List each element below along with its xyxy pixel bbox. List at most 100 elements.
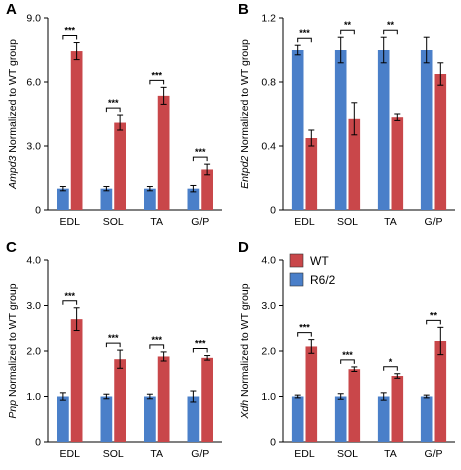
significance-label: *** (195, 147, 206, 157)
x-tick-label: TA (384, 448, 397, 460)
significance-label: *** (108, 98, 119, 108)
x-tick-label: TA (150, 448, 163, 460)
significance-bracket (192, 156, 208, 162)
y-axis-label-gene: Pnp (7, 400, 19, 419)
bar (291, 50, 304, 210)
x-tick-label: EDL (60, 448, 81, 460)
y-tick-label: 2.0 (26, 346, 41, 358)
y-tick-label: 1.0 (261, 391, 276, 403)
bar (434, 74, 447, 210)
bar (291, 396, 304, 442)
significance-bracket (383, 366, 398, 371)
significance-bracket (192, 348, 208, 353)
significance-bracket (149, 344, 165, 349)
bar (100, 188, 113, 210)
y-tick-label: 3.0 (26, 141, 41, 153)
bar (70, 51, 83, 210)
y-tick-label: 3.0 (26, 300, 41, 312)
chart-panel-a: A 0 3.0 6.0 9.0 Ampd3 Normalized to WT group E… (6, 1, 222, 228)
significance-label: *** (108, 333, 119, 343)
bar (114, 359, 126, 442)
bar (100, 396, 113, 442)
legend: WT R6/2 (289, 253, 336, 287)
bar (144, 188, 156, 210)
y-axis-label-gene: Entpd2 (239, 155, 251, 188)
y-tick-label: 3.0 (261, 300, 276, 312)
bar (334, 396, 347, 442)
y-tick-label: 4.0 (26, 255, 41, 267)
significance-bracket (340, 29, 355, 35)
bar (377, 50, 390, 210)
y-tick-label: 0 (35, 437, 41, 449)
bar (187, 396, 200, 442)
bar (157, 95, 170, 210)
x-tick-label: EDL (60, 216, 81, 228)
bar (391, 376, 404, 442)
y-axis-label-gene: Ampd3 (7, 155, 19, 189)
bar (348, 369, 361, 442)
y-axis-label: Entpd2 Normalized to WT group (239, 39, 251, 189)
significance-label: *** (151, 335, 162, 345)
significance-bracket (383, 29, 398, 35)
bar (377, 396, 390, 442)
bar (305, 346, 318, 442)
significance-label: *** (299, 28, 310, 38)
bar (70, 319, 83, 442)
chart-panel-d: D 0 1.0 2.0 3.0 4.0 Xdh Normalized to WT group… (238, 239, 455, 460)
panel-letter: D (238, 239, 249, 256)
significance-label: * (389, 357, 393, 367)
y-tick-label: 1.0 (26, 391, 41, 403)
panel-letter: B (238, 1, 249, 18)
y-tick-label: 9.0 (26, 13, 41, 25)
panel-letter: C (6, 239, 17, 256)
bar (187, 188, 200, 210)
bar (201, 357, 213, 442)
bar (420, 50, 433, 210)
y-axis-label: Xdh Normalized to WT group (239, 283, 251, 419)
chart-panel-c: C 0 1.0 2.0 3.0 4.0 Pnp Normalized to WT group… (6, 239, 222, 460)
y-tick-label: 1.2 (261, 13, 276, 25)
y-axis-label-rest: Normalized to WT group (239, 283, 251, 400)
bar (144, 396, 156, 442)
significance-bracket (297, 37, 312, 43)
legend-label: WT (310, 254, 329, 268)
significance-bracket (426, 319, 441, 325)
x-tick-label: TA (384, 216, 397, 228)
x-tick-label: SOL (103, 216, 124, 228)
y-tick-label: 0 (270, 437, 276, 449)
y-axis-label-rest: Normalized to WT group (239, 39, 251, 156)
x-tick-label: EDL (294, 448, 315, 460)
y-tick-label: 0.4 (261, 141, 276, 153)
x-tick-label: SOL (337, 216, 358, 228)
bar (114, 122, 126, 210)
bar (391, 117, 404, 210)
bar (434, 340, 447, 442)
bar (157, 356, 170, 442)
chart-panel-b: B 0 0.4 0.8 1.2 Entpd2 Normalized to WT group… (238, 1, 455, 228)
y-axis-label-gene: Xdh (239, 400, 251, 420)
significance-bracket (297, 332, 312, 337)
significance-label: *** (151, 70, 162, 80)
bar (201, 169, 213, 210)
bar (305, 138, 318, 210)
y-tick-label: 0 (270, 205, 276, 217)
significance-bracket (105, 342, 121, 348)
legend-label: R6/2 (310, 273, 336, 287)
y-axis-label-rest: Normalized to WT group (7, 283, 19, 400)
y-axis-label-rest: Normalized to WT group (7, 39, 19, 156)
significance-bracket (62, 35, 78, 40)
significance-label: *** (299, 323, 310, 333)
bar (57, 188, 69, 210)
y-tick-label: 4.0 (261, 255, 276, 267)
legend-swatch (289, 272, 304, 287)
bar (57, 396, 69, 442)
y-tick-label: 0 (35, 205, 41, 217)
significance-bracket (340, 359, 355, 364)
significance-label: *** (342, 350, 353, 360)
y-tick-label: 0.8 (261, 77, 276, 89)
x-tick-label: G/P (424, 216, 442, 228)
significance-bracket (105, 107, 121, 113)
x-tick-label: SOL (337, 448, 358, 460)
x-tick-label: SOL (103, 448, 124, 460)
